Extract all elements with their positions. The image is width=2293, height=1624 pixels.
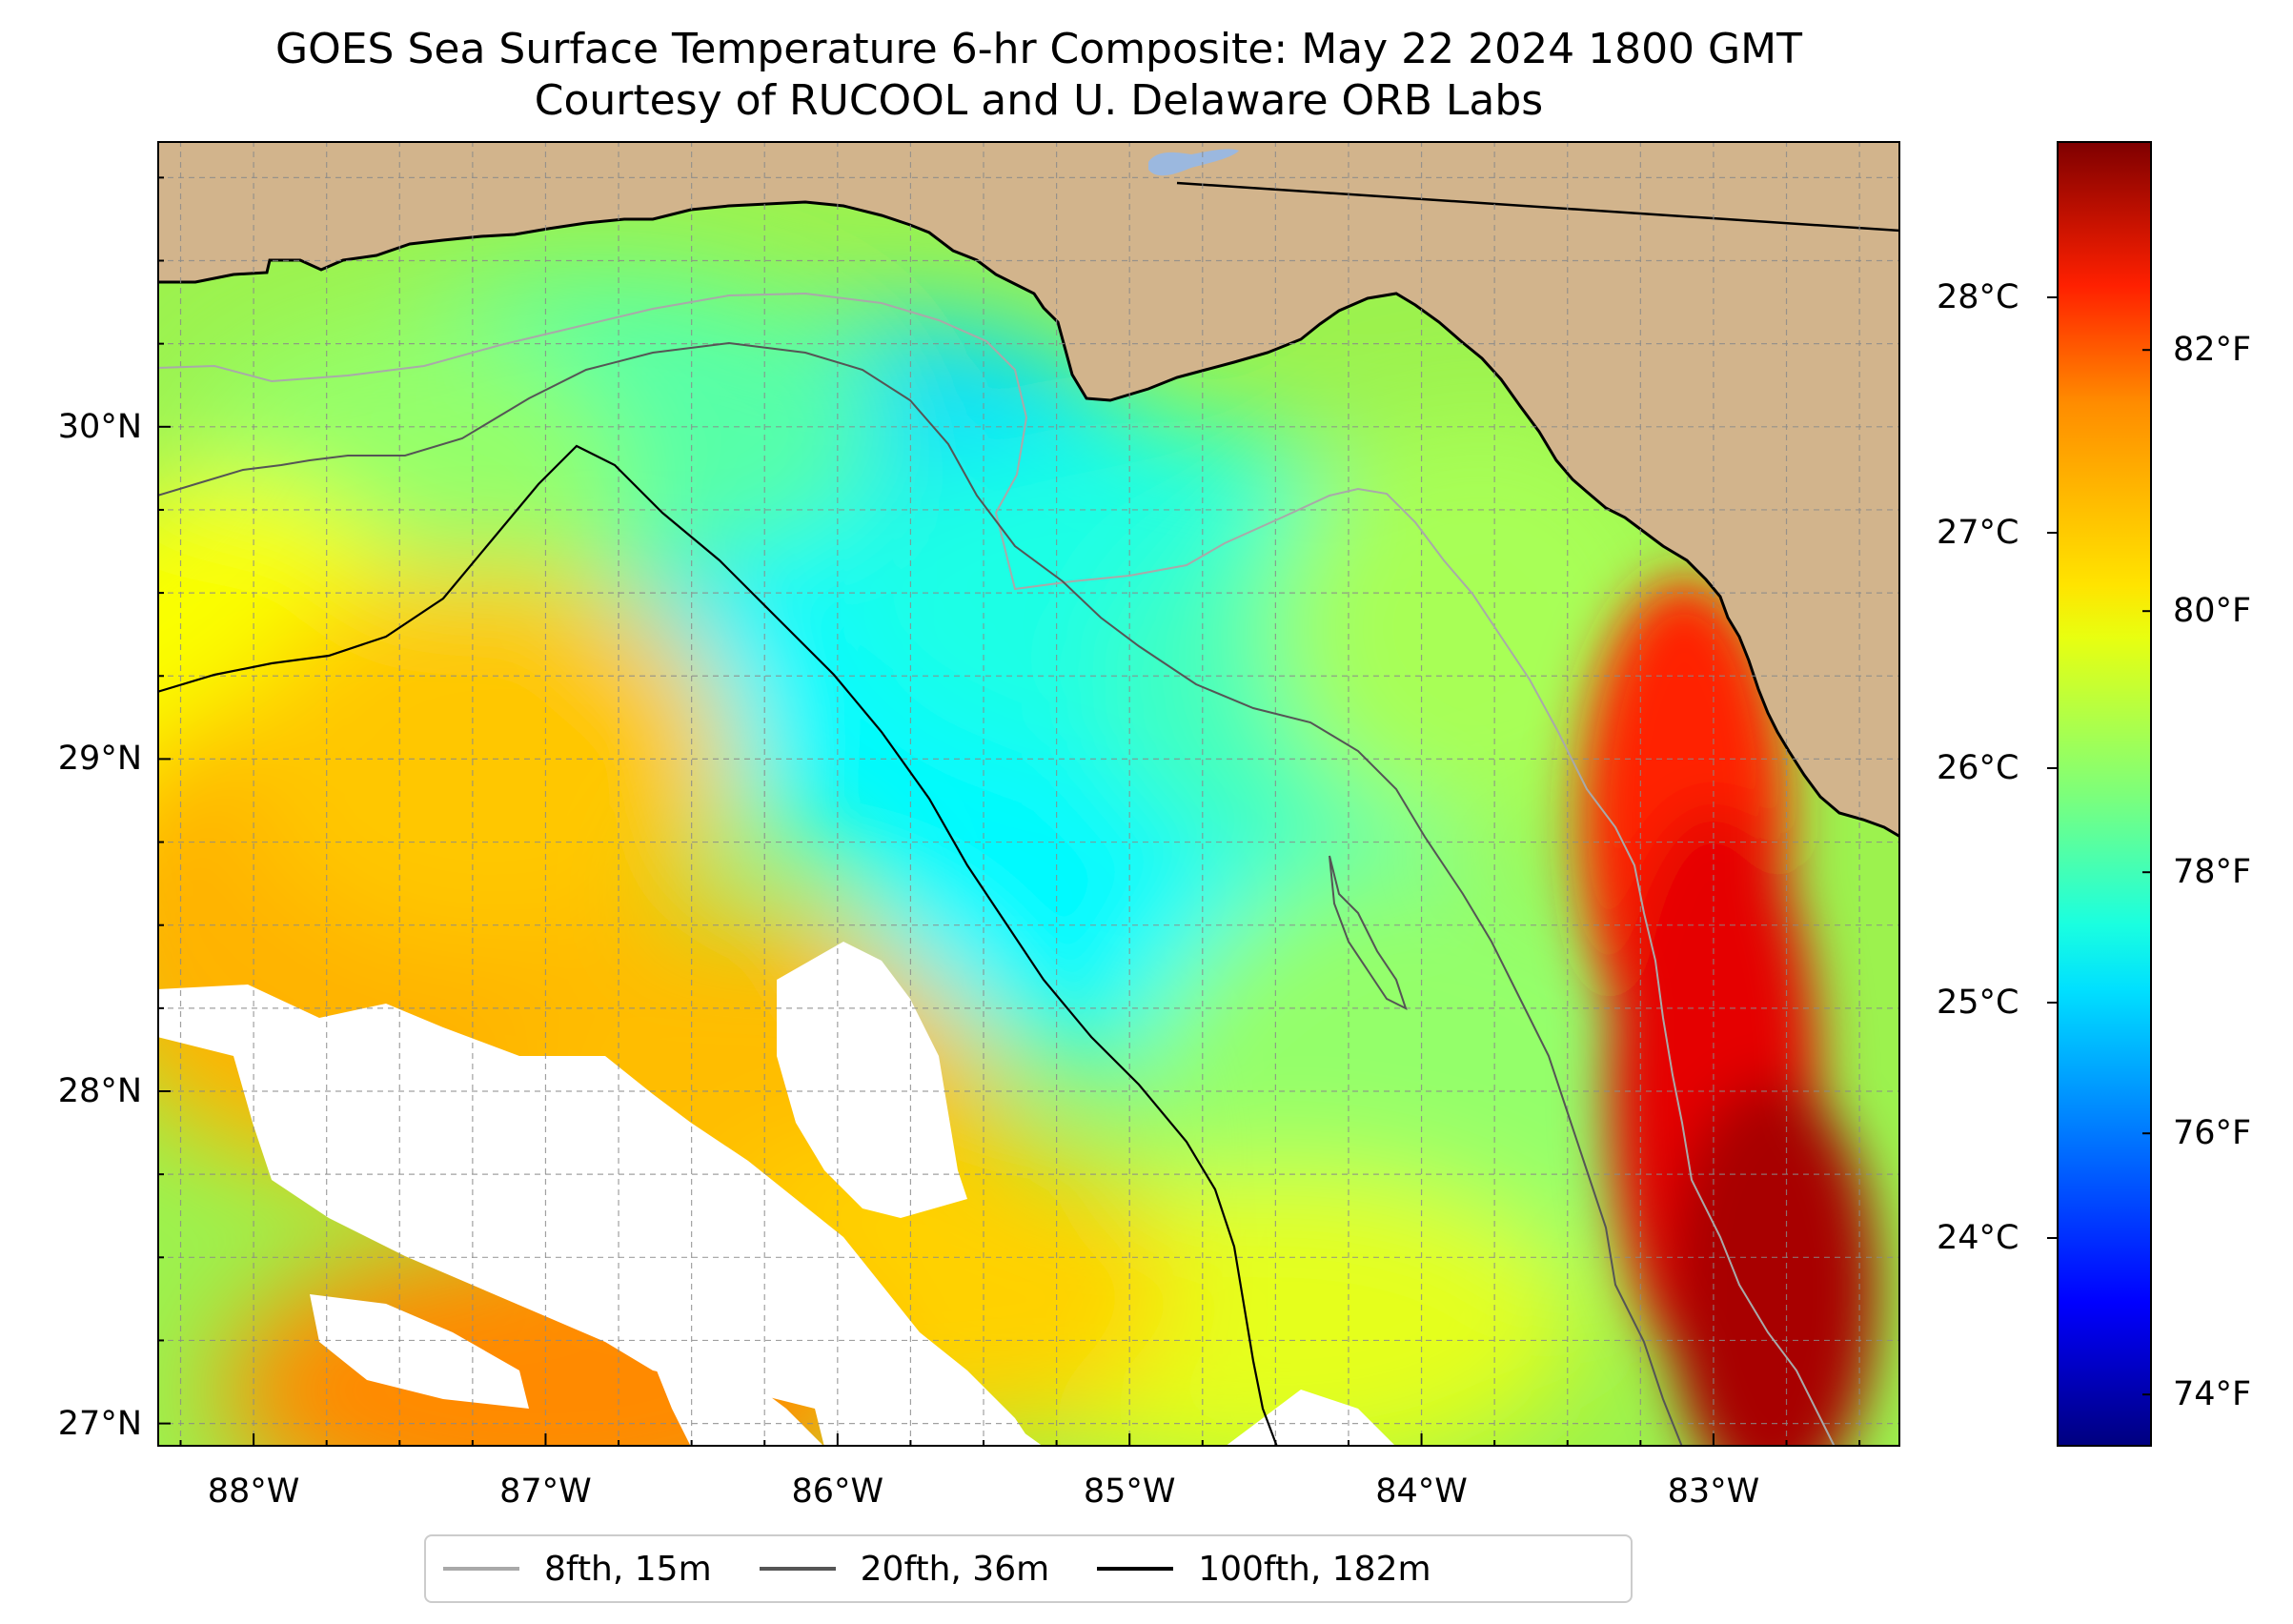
lon-tick-label: 88°W bbox=[207, 1472, 300, 1511]
contour-100fth-182m bbox=[157, 444, 1279, 1447]
lon-tick-label: 85°W bbox=[1083, 1472, 1176, 1511]
colorbar-gradient bbox=[2057, 141, 2152, 1447]
lon-tick-label: 87°W bbox=[499, 1472, 592, 1511]
lat-tick-label: 29°N bbox=[57, 740, 142, 779]
cloud-mask-4 bbox=[1225, 1390, 1396, 1447]
colorbar-celsius-label: 25°C bbox=[1937, 984, 2019, 1023]
contour-8fth-15m bbox=[157, 292, 1836, 1447]
legend-swatch bbox=[443, 1567, 519, 1571]
state-border-line bbox=[1176, 181, 1900, 233]
colorbar-celsius-label: 28°C bbox=[1937, 278, 2019, 317]
contour-legend: 8fth, 15m 20fth, 36m 100fth, 182m bbox=[424, 1534, 1633, 1603]
lat-tick-label: 27°N bbox=[57, 1404, 142, 1443]
lon-tick-label: 86°W bbox=[791, 1472, 884, 1511]
colorbar-tick-c bbox=[2047, 1236, 2057, 1239]
contour-20fth-36m bbox=[157, 341, 1683, 1447]
colorbar-tick-c bbox=[2047, 532, 2057, 534]
colorbar-fahrenheit-label: 80°F bbox=[2173, 592, 2252, 631]
sst-region-18 bbox=[1667, 1081, 1877, 1447]
legend-item-8fth: 8fth, 15m bbox=[443, 1550, 712, 1589]
colorbar-tick-c bbox=[2047, 296, 2057, 299]
colorbar-celsius-label: 27°C bbox=[1937, 514, 2019, 552]
colorbar-fahrenheit-label: 76°F bbox=[2173, 1114, 2252, 1153]
map-panel bbox=[157, 141, 1900, 1447]
contour-20fth-islands bbox=[1329, 855, 1408, 1010]
lat-tick-label: 28°N bbox=[57, 1071, 142, 1110]
colorbar-fahrenheit-label: 78°F bbox=[2173, 853, 2252, 892]
lake bbox=[1148, 149, 1239, 176]
cloud-mask-3 bbox=[653, 1361, 824, 1447]
coastline bbox=[157, 200, 1900, 839]
colorbar-tick-c bbox=[2047, 766, 2057, 769]
cloud-mask-1 bbox=[777, 942, 967, 1218]
colorbar-fahrenheit-label: 74°F bbox=[2173, 1375, 2252, 1414]
legend-label: 20fth, 36m bbox=[860, 1549, 1050, 1589]
legend-label: 8fth, 15m bbox=[544, 1549, 712, 1589]
map-gridlines bbox=[157, 141, 1900, 1447]
legend-swatch bbox=[759, 1567, 836, 1571]
cloud-mask-0 bbox=[157, 985, 1034, 1447]
legend-label: 100fth, 182m bbox=[1198, 1549, 1431, 1589]
cloud-mask-5 bbox=[901, 1380, 1044, 1447]
colorbar-fahrenheit-label: 82°F bbox=[2173, 331, 2252, 370]
cloud-mask-2 bbox=[310, 1294, 529, 1409]
colorbar-celsius-label: 24°C bbox=[1937, 1218, 2019, 1257]
map-frame bbox=[157, 141, 1900, 1447]
legend-item-100fth: 100fth, 182m bbox=[1097, 1550, 1431, 1589]
lon-tick-label: 84°W bbox=[1375, 1472, 1468, 1511]
colorbar-tick-c bbox=[2047, 1002, 2057, 1005]
sst-map bbox=[157, 141, 1900, 1447]
figure-subtitle: Courtesy of RUCOOL and U. Delaware ORB L… bbox=[534, 76, 1544, 125]
lat-tick-label: 30°N bbox=[57, 407, 142, 446]
colorbar bbox=[2057, 141, 2152, 1447]
figure-title: GOES Sea Surface Temperature 6-hr Compos… bbox=[275, 25, 1802, 73]
colorbar-celsius-label: 26°C bbox=[1937, 748, 2019, 787]
sst-region-8 bbox=[1269, 416, 1690, 836]
legend-item-20fth: 20fth, 36m bbox=[759, 1549, 1050, 1589]
lon-tick-label: 83°W bbox=[1667, 1472, 1760, 1511]
legend-swatch bbox=[1097, 1567, 1174, 1571]
